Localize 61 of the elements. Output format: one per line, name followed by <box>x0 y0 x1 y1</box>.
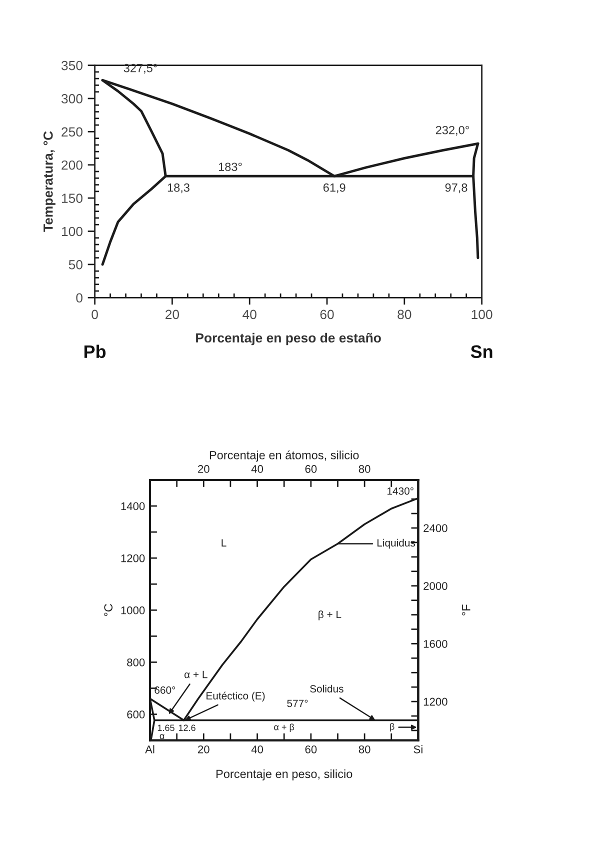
annotation: 183° <box>218 162 242 172</box>
annotation: β + L <box>318 610 342 620</box>
y-tick-label: 1400 <box>121 502 145 510</box>
annotation: Liquidus <box>377 538 416 549</box>
y-tick-label: 150 <box>62 194 82 203</box>
x2-tick-label: 60 <box>305 465 317 473</box>
text: Pb <box>84 344 106 358</box>
x2-axis-title: Porcentaje en átomos, silicio <box>210 450 359 462</box>
x-tick-label: 20 <box>166 310 180 320</box>
annotation: L <box>222 539 226 546</box>
annotation: 1430° <box>387 487 414 495</box>
annotation: 232,0° <box>436 126 469 136</box>
x-tick-label: Al <box>145 745 154 754</box>
y-tick-label: 600 <box>127 710 145 718</box>
y-tick-label: 800 <box>127 658 145 666</box>
annotation: α <box>160 734 164 740</box>
annotation: α + L <box>184 670 208 678</box>
y-axis-title: Temperatura, °C <box>43 131 56 232</box>
annotation: 61,9 <box>323 183 346 194</box>
x-tick-label: 100 <box>472 310 492 320</box>
x-tick-label: 60 <box>305 745 317 754</box>
x2-tick-label: 40 <box>251 465 264 473</box>
y2-tick-label: 2400 <box>424 524 448 532</box>
x-tick-label: 40 <box>251 745 264 754</box>
x-axis-title: Porcentaje en peso de estaño <box>196 332 381 346</box>
y-tick-label: 50 <box>68 260 82 270</box>
y2-axis-title: °F <box>462 604 470 616</box>
y2-tick-label: 1200 <box>424 698 448 706</box>
x2-tick-label: 20 <box>198 465 210 473</box>
x-tick-label: Si <box>414 745 422 754</box>
text: Sn <box>470 345 492 358</box>
x2-tick-label: 80 <box>358 465 370 473</box>
y-tick-label: 100 <box>62 226 82 236</box>
y-tick-label: 250 <box>62 127 82 137</box>
y-tick-label: 200 <box>62 160 82 170</box>
annotation: 1.65 <box>158 724 174 732</box>
x-tick-label: 40 <box>242 310 256 320</box>
y-tick-label: 1200 <box>121 554 145 562</box>
x-tick-label: 20 <box>198 745 210 754</box>
y-axis-title: °C <box>104 604 113 616</box>
x-tick-label: 80 <box>358 745 370 754</box>
y2-tick-label: 2000 <box>424 582 448 590</box>
annotation: 660° <box>154 686 176 694</box>
y-tick-label: 0 <box>76 293 82 303</box>
annotation: 577° <box>287 700 308 708</box>
annotation: Eutéctico (E) <box>206 692 265 702</box>
y-tick-label: 350 <box>61 60 82 70</box>
y-tick-label: 1000 <box>121 606 145 614</box>
x-axis-title: Porcentaje en peso, silicio <box>216 769 352 780</box>
annotation: 97,8 <box>445 183 468 194</box>
x-tick-label: 60 <box>320 310 334 320</box>
x-tick-label: 80 <box>398 310 412 320</box>
annotation: 18,3 <box>168 183 190 194</box>
annotation: β <box>390 723 394 732</box>
annotation: 12.6 <box>178 724 196 732</box>
annotation: α + β <box>274 724 294 732</box>
annotation: 327,5° <box>124 64 157 74</box>
y-tick-label: 300 <box>61 94 82 104</box>
annotation: Solidus <box>310 684 344 692</box>
x-tick-label: 0 <box>92 310 98 320</box>
y2-tick-label: 1600 <box>424 640 448 648</box>
